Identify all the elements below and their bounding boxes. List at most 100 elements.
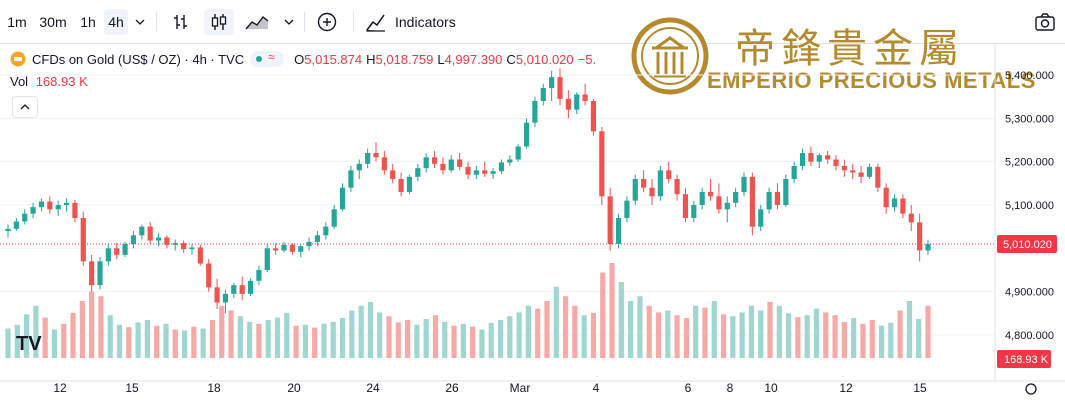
ohlc-close: C5,010.020: [506, 51, 574, 67]
candle-body: [298, 246, 304, 252]
volume-bar: [553, 286, 559, 358]
candle-body: [858, 172, 864, 177]
candle-body: [457, 159, 463, 167]
candles-icon: [211, 14, 227, 30]
chart-style-dropdown-button[interactable]: [281, 9, 297, 35]
x-tick-label: 15: [125, 381, 139, 395]
candle-body: [766, 192, 772, 210]
candle-body: [574, 94, 580, 110]
volume-bar: [414, 324, 420, 358]
volume-bar: [107, 315, 113, 358]
volume-bar: [116, 324, 123, 358]
candle-body: [289, 244, 295, 252]
brand-english-name: EMPERIO PRECIOUS METALS: [707, 68, 1036, 93]
candle-body: [164, 237, 170, 245]
volume-bar: [497, 320, 504, 358]
volume-bar: [312, 327, 318, 358]
ohlc-high: H5,018.759: [366, 51, 434, 67]
volume-bar: [432, 315, 439, 358]
interval-dropdown-button[interactable]: [131, 9, 149, 35]
last-price-tag: [997, 234, 1057, 253]
volume-legend: Vol 168.93 K: [10, 74, 88, 89]
candle-body: [699, 192, 705, 205]
candle-body: [63, 202, 70, 205]
volume-bar: [358, 305, 364, 358]
candle-body: [716, 196, 722, 210]
candle-body: [181, 243, 187, 250]
last-volume-tag: [997, 350, 1051, 368]
x-tick-label: 24: [366, 381, 380, 395]
candles-chart-style-button[interactable]: [204, 9, 234, 35]
candle-body: [80, 218, 86, 262]
volume-bar: [451, 325, 457, 358]
candle-body: [540, 88, 546, 101]
interval-30m-button[interactable]: 30m: [39, 14, 67, 30]
volume-bar: [711, 301, 717, 358]
compare-symbol-button[interactable]: [314, 9, 340, 35]
indicators-button[interactable]: Indicators: [364, 9, 462, 35]
volume-bar: [367, 301, 374, 358]
candle-body: [114, 248, 120, 255]
ohlc-open: O5,015.874: [294, 51, 363, 67]
symbol-title[interactable]: CFDs on Gold (US$ / OZ) · 4h · TVC: [32, 51, 245, 67]
candle-body: [415, 168, 421, 177]
bar-chart-style-button[interactable]: [168, 9, 194, 35]
ohlc-change: −5.: [577, 51, 597, 67]
candle-body: [365, 153, 371, 164]
volume-bar: [51, 329, 58, 358]
volume-bar: [265, 320, 271, 358]
volume-bar: [767, 301, 773, 358]
candle-body: [130, 235, 137, 244]
candle-body: [599, 131, 605, 197]
volume-bar: [507, 316, 513, 358]
candle-body: [841, 166, 847, 171]
volume-value: 168.93 K: [35, 74, 88, 89]
x-tick-label: 20: [287, 381, 301, 395]
volume-bar: [813, 308, 820, 358]
volume-bar: [14, 324, 20, 358]
candle-body: [222, 293, 229, 303]
candle-body: [808, 153, 814, 162]
candle-body: [231, 285, 237, 294]
volume-bar: [544, 301, 550, 358]
volume-bar: [274, 317, 281, 358]
candle-body: [825, 155, 831, 160]
settings-icon: [1025, 383, 1037, 395]
indicators-icon: [366, 14, 385, 32]
interval-1m-button[interactable]: 1m: [7, 14, 27, 30]
chevron-up-icon: [20, 104, 30, 110]
x-tick-label: 6: [685, 381, 692, 395]
tradingview-logo[interactable]: TV: [16, 333, 42, 355]
candle-body: [866, 166, 873, 177]
volume-bar: [479, 329, 485, 358]
candle-body: [833, 159, 839, 166]
area-chart-style-button[interactable]: [243, 9, 271, 35]
market-status-badge[interactable]: ≈: [250, 50, 285, 67]
candle-body: [733, 192, 739, 203]
volume-bar: [925, 305, 931, 358]
candle-body: [507, 159, 513, 163]
top-toolbar: 1m 30m 1h 4h Indicators: [0, 0, 1065, 44]
volume-bar: [460, 323, 466, 358]
price-chart[interactable]: 5,400.000 5,300.000 5,200.000 5,100.000 4,90…: [0, 44, 1065, 404]
collapse-legend-button[interactable]: [12, 96, 38, 118]
volume-bar: [795, 317, 801, 358]
volume-bar: [525, 305, 531, 358]
candle-body: [373, 153, 379, 158]
volume-bar: [906, 301, 913, 358]
candle-body: [557, 77, 563, 99]
candle-body: [691, 205, 697, 218]
candle-body: [30, 207, 36, 214]
volume-bar: [442, 321, 448, 358]
interval-1h-button[interactable]: 1h: [80, 14, 96, 30]
volume-bar: [181, 330, 188, 358]
volume-bar: [423, 319, 429, 358]
candle-body: [72, 202, 78, 218]
volume-bar: [321, 323, 327, 358]
chevron-down-icon: [284, 19, 294, 25]
interval-4h-button[interactable]: 4h: [104, 9, 128, 35]
volume-bar: [172, 329, 178, 358]
volume-bar: [163, 323, 169, 358]
screenshot-button[interactable]: [1032, 9, 1058, 35]
candle-body: [105, 248, 111, 262]
